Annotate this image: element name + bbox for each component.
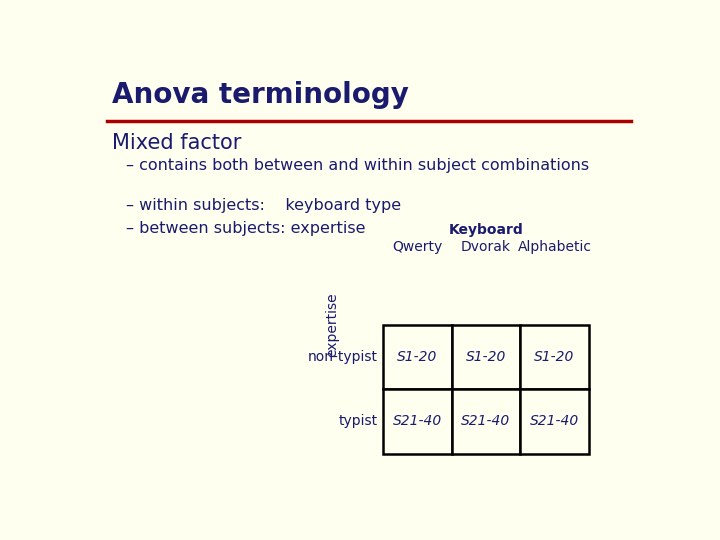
Text: – contains both between and within subject combinations: – contains both between and within subje… xyxy=(126,158,590,173)
Text: S1-20: S1-20 xyxy=(466,350,506,364)
Text: expertise: expertise xyxy=(325,292,340,357)
Bar xyxy=(451,325,521,389)
Text: Qwerty: Qwerty xyxy=(392,240,442,254)
Text: Dvorak: Dvorak xyxy=(461,240,511,254)
Text: S1-20: S1-20 xyxy=(397,350,438,364)
Text: Mixed factor: Mixed factor xyxy=(112,133,242,153)
Text: S21-40: S21-40 xyxy=(530,414,579,428)
Text: S1-20: S1-20 xyxy=(534,350,575,364)
Text: non-typist: non-typist xyxy=(307,350,377,364)
Text: S21-40: S21-40 xyxy=(392,414,442,428)
Text: Alphabetic: Alphabetic xyxy=(518,240,592,254)
Bar xyxy=(451,389,521,454)
Text: – between subjects: expertise: – between subjects: expertise xyxy=(126,221,366,236)
Text: Keyboard: Keyboard xyxy=(449,224,523,238)
Text: – within subjects:    keyboard type: – within subjects: keyboard type xyxy=(126,198,401,213)
Text: Anova terminology: Anova terminology xyxy=(112,82,409,110)
Bar xyxy=(521,389,589,454)
Bar xyxy=(383,325,451,389)
Bar xyxy=(521,325,589,389)
Text: typist: typist xyxy=(338,414,377,428)
Text: S21-40: S21-40 xyxy=(462,414,510,428)
Bar xyxy=(383,389,451,454)
